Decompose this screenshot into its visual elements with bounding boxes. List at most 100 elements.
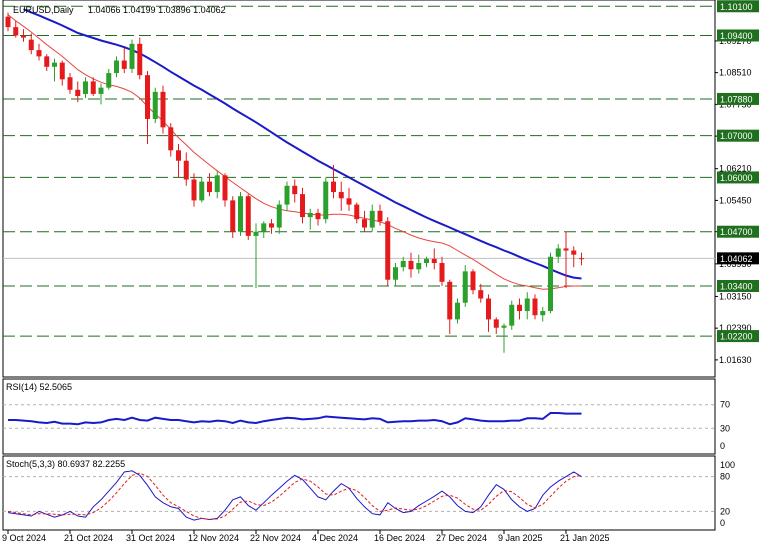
candle-body — [555, 248, 561, 257]
candle-body — [385, 221, 391, 280]
time-tick-label: 16 Dec 2024 — [374, 533, 425, 543]
candle-body — [191, 179, 197, 201]
candle-body — [28, 39, 34, 51]
rsi-tick-label: 70 — [720, 400, 730, 410]
candle-body — [21, 35, 26, 38]
candle-body — [377, 210, 383, 222]
ma-slow-line — [23, 8, 582, 280]
rsi-tick-label: 30 — [720, 423, 730, 433]
candle-body — [548, 256, 553, 312]
stoch-tick-label: 80 — [720, 472, 730, 482]
level-label: 1.02200 — [720, 332, 753, 342]
candle-body — [486, 298, 491, 320]
candle-body — [75, 89, 81, 97]
level-label-box — [717, 279, 759, 292]
level-label: 1.09400 — [720, 31, 753, 41]
candle-body — [5, 16, 11, 28]
rsi-panel: 70 30 0 — [2, 378, 730, 455]
candle-body — [214, 175, 220, 193]
candle-body — [524, 298, 530, 312]
time-tick-label: 21 Oct 2024 — [64, 533, 113, 543]
time-tick-label: 31 Oct 2024 — [126, 533, 175, 543]
candle-body — [90, 81, 96, 94]
candle-body — [509, 304, 515, 326]
candle-body — [517, 304, 522, 312]
candle-body — [300, 194, 305, 218]
candle-body — [245, 196, 251, 236]
stoch-tick-label: 100 — [720, 460, 735, 470]
candle-body — [98, 87, 104, 94]
candle-body — [152, 91, 158, 119]
candle-body — [331, 181, 336, 193]
candle-body — [183, 160, 189, 180]
candle-body — [338, 192, 344, 199]
candle-body — [462, 271, 468, 303]
candle-body — [424, 258, 429, 264]
candle-body — [447, 281, 453, 320]
candle-body — [393, 267, 398, 280]
candle-body — [292, 185, 298, 195]
candle-body — [354, 204, 360, 220]
candle-body — [323, 181, 329, 220]
candle-body — [238, 196, 243, 232]
level-label-box — [717, 171, 759, 184]
time-tick-label: 21 Jan 2025 — [560, 533, 610, 543]
price-tick-label: 1.05450 — [719, 195, 752, 205]
candle-body — [137, 43, 143, 76]
level-label: 1.07880 — [720, 94, 753, 104]
candle-body — [83, 81, 88, 94]
candle-body — [261, 223, 267, 232]
time-tick-label: 22 Nov 2024 — [250, 533, 301, 543]
current-price-box — [717, 252, 759, 265]
candle-body — [160, 91, 166, 128]
stoch-signal-line — [7, 472, 582, 521]
candle-body — [408, 260, 414, 270]
ma-fast-line — [7, 14, 582, 290]
time-tick-label: 9 Oct 2024 — [2, 533, 46, 543]
candle-body — [145, 75, 150, 119]
level-label: 1.03400 — [720, 281, 753, 291]
candle-body — [52, 62, 57, 67]
candle-body — [106, 73, 112, 88]
level-label-box — [717, 0, 759, 13]
stoch-tick-label: 20 — [720, 506, 730, 516]
price-tick-label: 1.01630 — [719, 355, 752, 365]
candle-body — [44, 56, 50, 67]
level-label: 1.07000 — [720, 131, 753, 141]
level-label-box — [717, 129, 759, 142]
level-label: 1.10100 — [720, 2, 753, 12]
candle-body — [493, 319, 499, 328]
candle-body — [315, 212, 321, 220]
stoch-main-line — [7, 470, 582, 521]
candle-body — [470, 271, 476, 291]
price-tick-label: 1.03150 — [719, 291, 752, 301]
candle-body — [36, 50, 42, 57]
stoch-title: Stoch(5,3,3) 80.6937 82.2255 — [6, 459, 125, 469]
price-frame — [2, 0, 716, 378]
candle-body — [222, 175, 228, 201]
candle-body — [362, 219, 367, 228]
candle-body — [114, 60, 119, 74]
time-tick-label: 4 Dec 2024 — [312, 533, 358, 543]
candle-body — [532, 298, 538, 316]
candle-body — [59, 62, 65, 80]
candle-body — [478, 290, 484, 299]
candle-body — [199, 181, 205, 201]
level-label-box — [717, 29, 759, 42]
candle-body — [579, 258, 584, 260]
rsi-tick-label: 0 — [720, 441, 725, 451]
level-label-box — [717, 225, 759, 238]
price-tick-label: 1.08510 — [719, 68, 752, 78]
candle-body — [431, 258, 437, 264]
level-label: 1.04700 — [720, 227, 753, 237]
candle-body — [563, 248, 569, 251]
price-tick-label: 1.06210 — [719, 164, 752, 174]
candle-body — [369, 210, 375, 228]
rsi-frame — [2, 378, 716, 455]
time-tick-label: 9 Jan 2025 — [498, 533, 543, 543]
candle-body — [540, 311, 546, 316]
rsi-line — [8, 412, 582, 426]
candle-body — [67, 77, 73, 90]
level-label: 1.06000 — [720, 173, 753, 183]
